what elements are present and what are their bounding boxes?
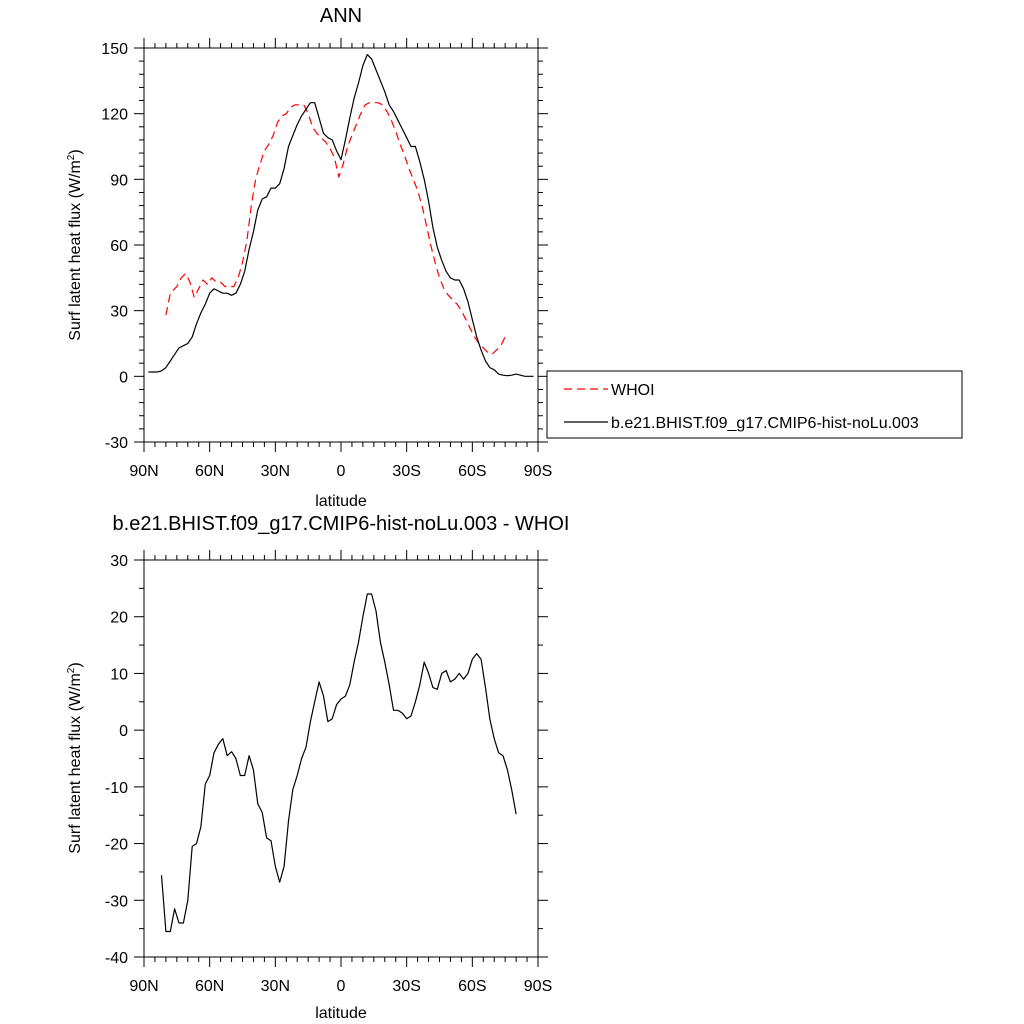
top-chart-y-tick-label: 150 bbox=[101, 41, 128, 58]
top-chart-y-tick-label: -30 bbox=[105, 435, 128, 452]
top-chart-y-tick-label: 60 bbox=[110, 238, 128, 255]
top-chart-y-tick-label: 90 bbox=[110, 172, 128, 189]
legend-label-whoi: WHOI bbox=[611, 382, 655, 399]
bottom-chart-x-tick-label: 30S bbox=[392, 978, 420, 995]
bottom-chart-x-tick-label: 90S bbox=[524, 978, 552, 995]
bottom-chart-series-group bbox=[160, 593, 517, 933]
bottom-chart-x-tick-label: 30N bbox=[261, 978, 290, 995]
top-chart-x-tick-label: 90N bbox=[129, 463, 158, 480]
top-chart-x-tick-label: 30S bbox=[392, 463, 420, 480]
top-chart-x-tick-label: 90S bbox=[524, 463, 552, 480]
bottom-chart-y-tick-label: -10 bbox=[105, 780, 128, 797]
top-chart-y-tick-label: 30 bbox=[110, 304, 128, 321]
top-chart-title: ANN bbox=[320, 5, 362, 27]
bottom-chart-y-tick-label: 10 bbox=[110, 666, 128, 683]
bottom-chart-y-tick-label: 0 bbox=[119, 723, 128, 740]
top-chart-y-axis: -30 0 30 60 90 120 150 bbox=[101, 41, 548, 452]
top-chart-x-axis-label: latitude bbox=[315, 493, 367, 510]
legend-label-model: b.e21.BHIST.f09_g17.CMIP6-hist-noLu.003 bbox=[611, 415, 919, 432]
bottom-chart-x-axis: 90N 60N 30N 0 30S 60S 90S bbox=[129, 550, 552, 995]
top-chart-x-tick-label: 0 bbox=[337, 463, 346, 480]
bottom-chart-y-tick-label: 30 bbox=[110, 553, 128, 570]
top-chart-x-tick-label: 30N bbox=[261, 463, 290, 480]
bottom-chart-panel: b.e21.BHIST.f09_g17.CMIP6-hist-noLu.003 … bbox=[66, 513, 569, 1022]
bottom-chart-x-tick-label: 0 bbox=[337, 978, 346, 995]
bottom-chart-x-axis-label: latitude bbox=[315, 1005, 367, 1022]
top-chart-plot-frame bbox=[143, 47, 539, 443]
legend-box bbox=[546, 370, 963, 439]
bottom-chart-title: b.e21.BHIST.f09_g17.CMIP6-hist-noLu.003 … bbox=[113, 513, 570, 535]
bottom-chart-y-tick-label: -20 bbox=[105, 837, 128, 854]
bottom-chart-y-axis: -40 -30 -20 -10 0 10 20 30 bbox=[105, 553, 548, 967]
bottom-chart-y-tick-label: -30 bbox=[105, 893, 128, 910]
top-chart-panel: ANN -30 0 30 60 90 120 150 90N 60N 30N 0 30S 60S 90S… bbox=[66, 5, 552, 510]
bottom-chart-y-axis-label: Surf latent heat flux (W/m2) bbox=[66, 662, 84, 853]
bottom-chart-y-tick-label: -40 bbox=[105, 950, 128, 967]
bottom-chart-plot-frame bbox=[143, 559, 539, 958]
bottom-chart-x-tick-label: 90N bbox=[129, 978, 158, 995]
top-chart-y-tick-label: 0 bbox=[119, 369, 128, 386]
top-chart-series-group bbox=[148, 54, 534, 377]
bottom-chart-x-tick-label: 60S bbox=[458, 978, 486, 995]
legend: WHOI b.e21.BHIST.f09_g17.CMIP6-hist-noLu… bbox=[546, 370, 963, 439]
top-chart-series-line-0 bbox=[165, 102, 506, 355]
bottom-chart-y-tick-label: 20 bbox=[110, 610, 128, 627]
top-chart-x-tick-label: 60S bbox=[458, 463, 486, 480]
bottom-chart-series-line-0 bbox=[160, 593, 517, 933]
top-chart-y-axis-label: Surf latent heat flux (W/m2) bbox=[66, 149, 84, 340]
top-chart-series-line-1 bbox=[148, 54, 534, 377]
top-chart-y-tick-label: 120 bbox=[101, 107, 128, 124]
top-chart-x-axis: 90N 60N 30N 0 30S 60S 90S bbox=[129, 38, 552, 480]
bottom-chart-x-tick-label: 60N bbox=[195, 978, 224, 995]
top-chart-x-tick-label: 60N bbox=[195, 463, 224, 480]
